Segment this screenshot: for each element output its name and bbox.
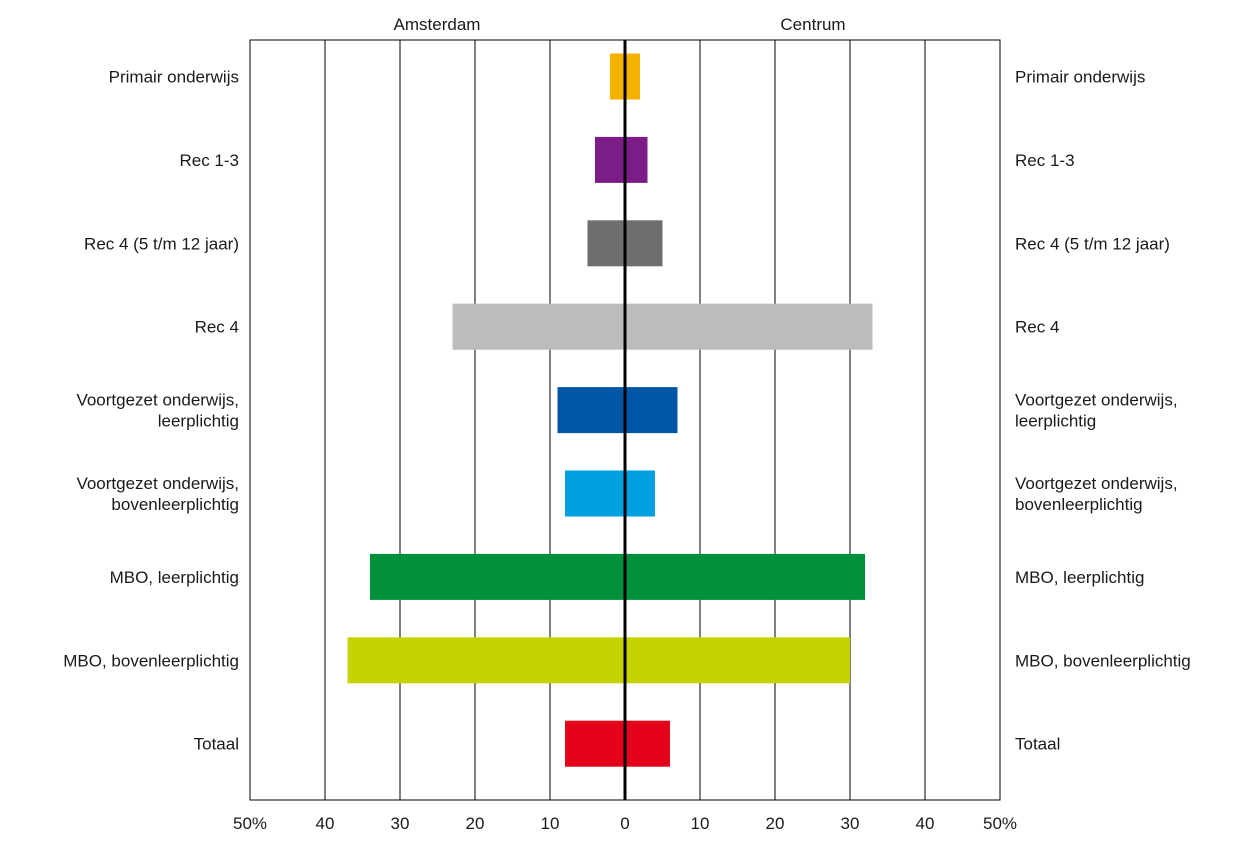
bar-left-7 (370, 553, 625, 600)
x-tick-label: 10 (541, 814, 560, 833)
category-labels-left: Primair onderwijs Rec 1-3 Rec 4 (5 t/m 12 … (63, 68, 239, 754)
category-label-right: Rec 4 (5 t/m 12 jaar) (1015, 234, 1170, 253)
bar-right-4 (625, 303, 873, 350)
category-label-left: Primair onderwijs (109, 68, 239, 87)
category-label-left: leerplichtig (158, 412, 239, 431)
right-header: Centrum (780, 15, 845, 34)
bar-left-4 (452, 303, 625, 350)
bar-left-2 (595, 136, 625, 183)
x-tick-label: 40 (916, 814, 935, 833)
left-header: Amsterdam (394, 15, 481, 34)
category-label-left: Voortgezet onderwijs, (76, 391, 239, 410)
x-tick-label: 30 (841, 814, 860, 833)
bar-right-5 (625, 387, 678, 434)
category-label-right: Voortgezet onderwijs, (1015, 474, 1178, 493)
category-label-left: Rec 4 (5 t/m 12 jaar) (84, 234, 239, 253)
category-label-right: Voortgezet onderwijs, (1015, 391, 1178, 410)
category-label-right: bovenleerplichtig (1015, 495, 1143, 514)
bar-right-3 (625, 220, 663, 267)
x-tick-label: 50% (233, 814, 267, 833)
bar-left-6 (565, 470, 625, 517)
x-tick-label: 50% (983, 814, 1017, 833)
bar-right-9 (625, 720, 670, 767)
x-tick-label: 20 (766, 814, 785, 833)
category-label-left: MBO, bovenleerplichtig (63, 651, 239, 670)
category-label-left: Totaal (194, 735, 239, 754)
category-label-left: Rec 4 (195, 318, 239, 337)
x-tick-label: 20 (466, 814, 485, 833)
bar-right-7 (625, 553, 865, 600)
bar-right-1 (625, 53, 640, 100)
x-tick-label: 40 (316, 814, 335, 833)
category-label-right: Rec 4 (1015, 318, 1059, 337)
category-label-right: MBO, bovenleerplichtig (1015, 651, 1191, 670)
x-tick-label: 30 (391, 814, 410, 833)
x-tick-label: 0 (620, 814, 629, 833)
category-label-left: Voortgezet onderwijs, (76, 474, 239, 493)
bar-left-8 (347, 637, 625, 684)
bar-left-3 (587, 220, 625, 267)
x-tick-label: 10 (691, 814, 710, 833)
bar-right-6 (625, 470, 655, 517)
bars (347, 53, 873, 767)
category-label-left: Rec 1-3 (179, 151, 239, 170)
bar-left-9 (565, 720, 625, 767)
category-label-right: Rec 1-3 (1015, 151, 1075, 170)
category-label-right: Totaal (1015, 735, 1060, 754)
category-labels-right: Primair onderwijs Rec 1-3 Rec 4 (5 t/m 12 … (1015, 68, 1191, 754)
category-label-right: leerplichtig (1015, 412, 1096, 431)
bar-left-5 (557, 387, 625, 434)
category-label-right: Primair onderwijs (1015, 68, 1145, 87)
bar-left-1 (610, 53, 625, 100)
bar-right-2 (625, 136, 648, 183)
bar-right-8 (625, 637, 850, 684)
x-tick-labels: 50% 40 30 20 10 0 10 20 30 40 50% (233, 814, 1017, 833)
category-label-left: MBO, leerplichtig (110, 568, 239, 587)
category-label-right: MBO, leerplichtig (1015, 568, 1144, 587)
category-label-left: bovenleerplichtig (111, 495, 239, 514)
